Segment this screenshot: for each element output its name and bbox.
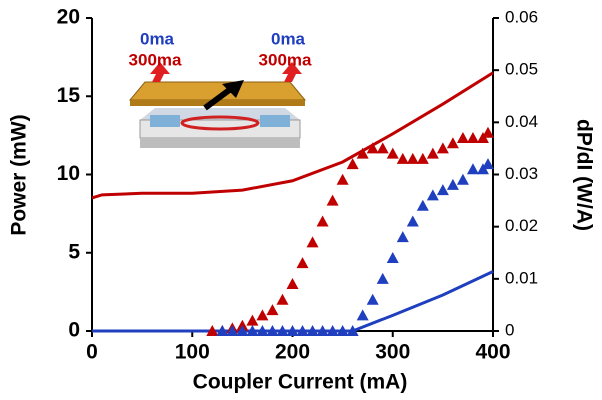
triangle-marker [357, 309, 369, 320]
triangle-marker [407, 153, 419, 164]
y-tick-label: 0 [68, 319, 80, 342]
y-tick-label: 5 [68, 240, 80, 263]
y2-tick-label: 0 [505, 320, 514, 339]
triangle-marker [266, 304, 278, 315]
annotation: 300ma [129, 50, 182, 69]
x-tick-label: 0 [86, 341, 98, 364]
y2-axis-label: dP/dI (W/A) [572, 119, 595, 231]
triangle-marker [337, 174, 349, 185]
y-tick-label: 20 [57, 6, 80, 29]
x-tick-label: 300 [375, 341, 410, 364]
y2-tick-label: 0.01 [505, 268, 538, 287]
y2-tick-label: 0.03 [505, 164, 538, 183]
triangle-marker [457, 174, 469, 185]
triangle-marker [387, 252, 399, 263]
triangle-marker [307, 236, 319, 247]
triangle-marker [317, 215, 329, 226]
inset-device [130, 62, 305, 148]
triangle-marker [397, 231, 409, 242]
triangle-marker [467, 132, 479, 143]
x-tick-label: 400 [475, 341, 510, 364]
y2-tick-label: 0.06 [505, 7, 538, 26]
triangle-marker [367, 294, 379, 305]
chart: 0ma 300ma 0ma 300ma Coupler Current (mA)… [0, 0, 602, 400]
triangle-marker [377, 142, 389, 153]
triangle-marker [377, 273, 389, 284]
y2-tick-label: 0.04 [505, 112, 538, 131]
y2-tick-label: 0.02 [505, 216, 538, 235]
triangle-marker [417, 200, 429, 211]
triangle-marker [297, 257, 309, 268]
triangle-marker [467, 163, 479, 174]
annotation: 300ma [259, 50, 312, 69]
y-tick-label: 15 [57, 84, 81, 107]
x-tick-label: 100 [175, 341, 210, 364]
y-axis-label: Power (mW) [8, 114, 31, 235]
triangle-marker [457, 132, 469, 143]
annotation: 0ma [140, 29, 175, 48]
y2-tick-label: 0.05 [505, 60, 538, 79]
x-axis-label: Coupler Current (mA) [193, 371, 408, 394]
y-tick-label: 10 [57, 162, 80, 185]
triangle-marker [407, 215, 419, 226]
triangle-marker [327, 195, 339, 206]
annotation: 0ma [271, 29, 306, 48]
triangle-marker [276, 294, 288, 305]
x-tick-label: 200 [275, 341, 310, 364]
triangle-marker [287, 278, 299, 289]
